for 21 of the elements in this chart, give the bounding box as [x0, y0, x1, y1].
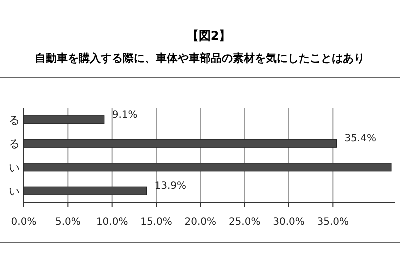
data-label: 13.9%	[154, 181, 187, 192]
x-tick-label: 5.0%	[55, 217, 81, 228]
y-tick-label: い	[9, 185, 20, 198]
x-tick-label: 15.0%	[140, 217, 172, 228]
y-tick-label: い	[9, 161, 20, 174]
x-tick-label: 10.0%	[96, 217, 128, 228]
bar	[24, 163, 392, 172]
y-tick-label: る	[9, 114, 20, 127]
x-tick-label: 25.0%	[228, 217, 261, 228]
data-label: 35.4%	[344, 134, 376, 145]
bar	[24, 116, 105, 124]
x-tick-label: 30.0%	[273, 217, 305, 228]
x-tick-label: 20.0%	[184, 217, 217, 228]
bar	[24, 139, 337, 148]
subtitle: 自動車を購入する際に、車体や車部品の素材を気にしたことはあり	[35, 52, 365, 65]
x-tick-label: 0.0%	[11, 217, 37, 228]
bar	[24, 186, 148, 196]
title: 【図2】	[186, 29, 232, 43]
y-tick-label: る	[9, 138, 20, 151]
data-label: 9.1%	[112, 110, 138, 121]
x-tick-label: 35.0%	[317, 217, 350, 228]
